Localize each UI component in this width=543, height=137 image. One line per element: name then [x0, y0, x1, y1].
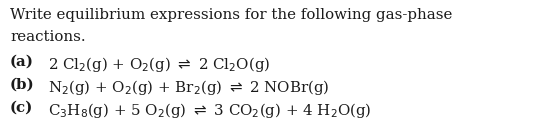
Text: reactions.: reactions.: [10, 30, 86, 44]
Text: (a): (a): [10, 55, 34, 69]
Text: (b): (b): [10, 78, 35, 92]
Text: Write equilibrium expressions for the following gas-phase: Write equilibrium expressions for the fo…: [10, 8, 452, 22]
Text: N$_2$(g) + O$_2$(g) + Br$_2$(g) $\rightleftharpoons$ 2 NOBr(g): N$_2$(g) + O$_2$(g) + Br$_2$(g) $\rightl…: [48, 78, 330, 97]
Text: C$_3$H$_8$(g) + 5 O$_2$(g) $\rightleftharpoons$ 3 CO$_2$(g) + 4 H$_2$O(g): C$_3$H$_8$(g) + 5 O$_2$(g) $\rightleftha…: [48, 101, 371, 120]
Text: (c): (c): [10, 101, 33, 115]
Text: 2 Cl$_2$(g) + O$_2$(g) $\rightleftharpoons$ 2 Cl$_2$O(g): 2 Cl$_2$(g) + O$_2$(g) $\rightleftharpoo…: [48, 55, 270, 74]
